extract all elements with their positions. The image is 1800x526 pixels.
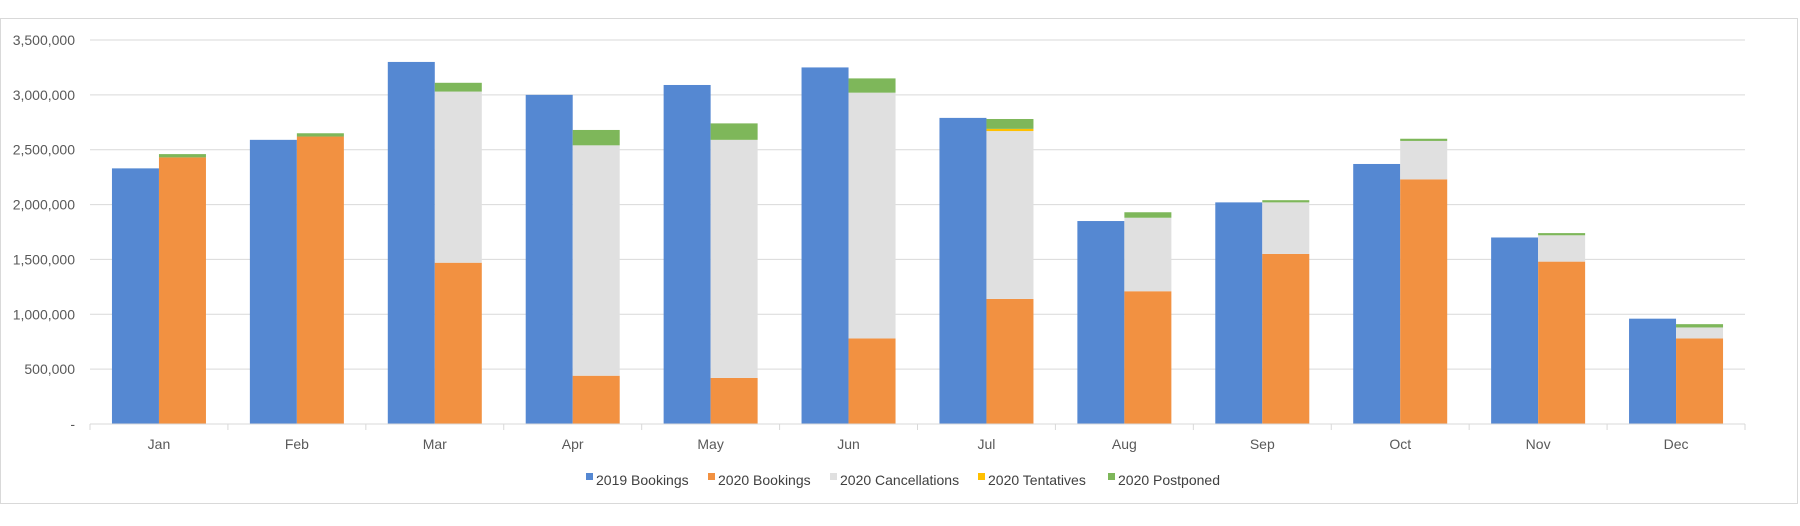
bar-2020-bookings: [710, 377, 758, 424]
bar-2020-bookings: [1676, 338, 1724, 424]
bar-2020-postponed: [572, 129, 620, 146]
y-tick-label: 2,000,000: [13, 197, 75, 213]
legend-label: 2020 Cancellations: [840, 472, 959, 488]
gridlines: [90, 39, 1745, 370]
legend-swatch: [830, 473, 837, 480]
bar-2020-postponed: [1538, 233, 1586, 236]
y-tick-label: -: [70, 416, 75, 432]
bar-2020-bookings: [296, 136, 344, 424]
x-tick-label: Apr: [562, 436, 584, 452]
bar-2020-cancellations: [1676, 327, 1724, 339]
y-tick-label: 3,000,000: [13, 87, 75, 103]
y-tick-label: 500,000: [24, 361, 75, 377]
bar-2020-bookings: [1400, 179, 1448, 424]
legend-label: 2020 Bookings: [718, 472, 811, 488]
bar-2019-bookings: [111, 168, 159, 424]
bar-2020-bookings: [1538, 261, 1586, 424]
y-tick-label: 1,000,000: [13, 306, 75, 322]
bar-2019-bookings: [1629, 318, 1677, 424]
bar-2020-cancellations: [1400, 140, 1448, 180]
legend-label: 2020 Postponed: [1118, 472, 1220, 488]
y-tick-label: 2,500,000: [13, 142, 75, 158]
bar-2020-bookings: [986, 298, 1034, 424]
x-tick-label: Jan: [148, 436, 171, 452]
bar-2019-bookings: [387, 61, 435, 424]
x-tick-label: Dec: [1664, 436, 1689, 452]
bar-2020-bookings: [158, 157, 206, 424]
bar-2020-bookings: [1124, 291, 1172, 424]
bar-2019-bookings: [1353, 163, 1401, 424]
y-axis-ticks: - 500,000 1,000,000 1,500,000 2,000,000 2,500…: [13, 32, 76, 432]
bar-2020-tentatives: [986, 128, 1034, 132]
bar-2019-bookings: [1491, 237, 1539, 424]
legend-label: 2020 Tentatives: [988, 472, 1086, 488]
bar-2020-postponed: [296, 133, 344, 137]
y-tick-label: 3,500,000: [13, 32, 75, 48]
x-tick-label: Sep: [1250, 436, 1275, 452]
bar-2020-cancellations: [986, 131, 1034, 299]
bar-2020-postponed: [434, 82, 482, 92]
bar-2020-postponed: [848, 78, 896, 93]
x-tick-label: Feb: [285, 436, 309, 452]
bar-2019-bookings: [663, 84, 711, 425]
bar-2020-cancellations: [572, 145, 620, 376]
bar-2019-bookings: [1215, 202, 1263, 424]
bar-2020-postponed: [1676, 324, 1724, 328]
x-tick-label: May: [697, 436, 723, 452]
bar-2020-bookings: [1262, 253, 1310, 424]
bar-2020-bookings: [572, 375, 620, 424]
bar-2020-cancellations: [434, 91, 482, 263]
bar-2020-postponed: [710, 123, 758, 140]
bar-2020-postponed: [158, 154, 206, 158]
bar-2019-bookings: [939, 117, 987, 424]
legend-swatch: [586, 473, 593, 480]
x-tick-label: Nov: [1526, 436, 1551, 452]
bar-2020-cancellations: [1538, 235, 1586, 262]
x-tick-label: Oct: [1389, 436, 1411, 452]
x-tick-label: Aug: [1112, 436, 1137, 452]
bar-2020-postponed: [1124, 212, 1172, 218]
y-tick-label: 1,500,000: [13, 251, 75, 267]
legend-swatch: [1108, 473, 1115, 480]
x-tick-label: Mar: [423, 436, 447, 452]
bar-2020-cancellations: [1124, 217, 1172, 292]
bar-2020-postponed: [986, 118, 1034, 129]
bar-2020-cancellations: [710, 139, 758, 378]
legend: 2019 Bookings 2020 Bookings 2020 Cancellat…: [586, 472, 1220, 488]
x-tick-label: Jun: [837, 436, 860, 452]
bar-2020-bookings: [434, 262, 482, 424]
bar-2020-postponed: [1400, 138, 1448, 141]
x-tick-label: Jul: [978, 436, 996, 452]
legend-label: 2019 Bookings: [596, 472, 689, 488]
bar-2020-postponed: [1262, 200, 1310, 203]
bar-2019-bookings: [525, 94, 573, 424]
bar-2019-bookings: [801, 67, 849, 424]
bars: [111, 61, 1724, 425]
x-axis-ticks: Jan Feb Mar Apr May Jun Jul Aug Sep Oct Nov Dec: [89, 424, 1746, 452]
bar-2020-bookings: [848, 338, 896, 424]
legend-swatch: [708, 473, 715, 480]
legend-swatch: [978, 473, 985, 480]
bar-2019-bookings: [1077, 221, 1125, 424]
bar-2020-cancellations: [848, 92, 896, 339]
bar-2019-bookings: [249, 139, 297, 424]
bar-2020-cancellations: [1262, 202, 1310, 254]
